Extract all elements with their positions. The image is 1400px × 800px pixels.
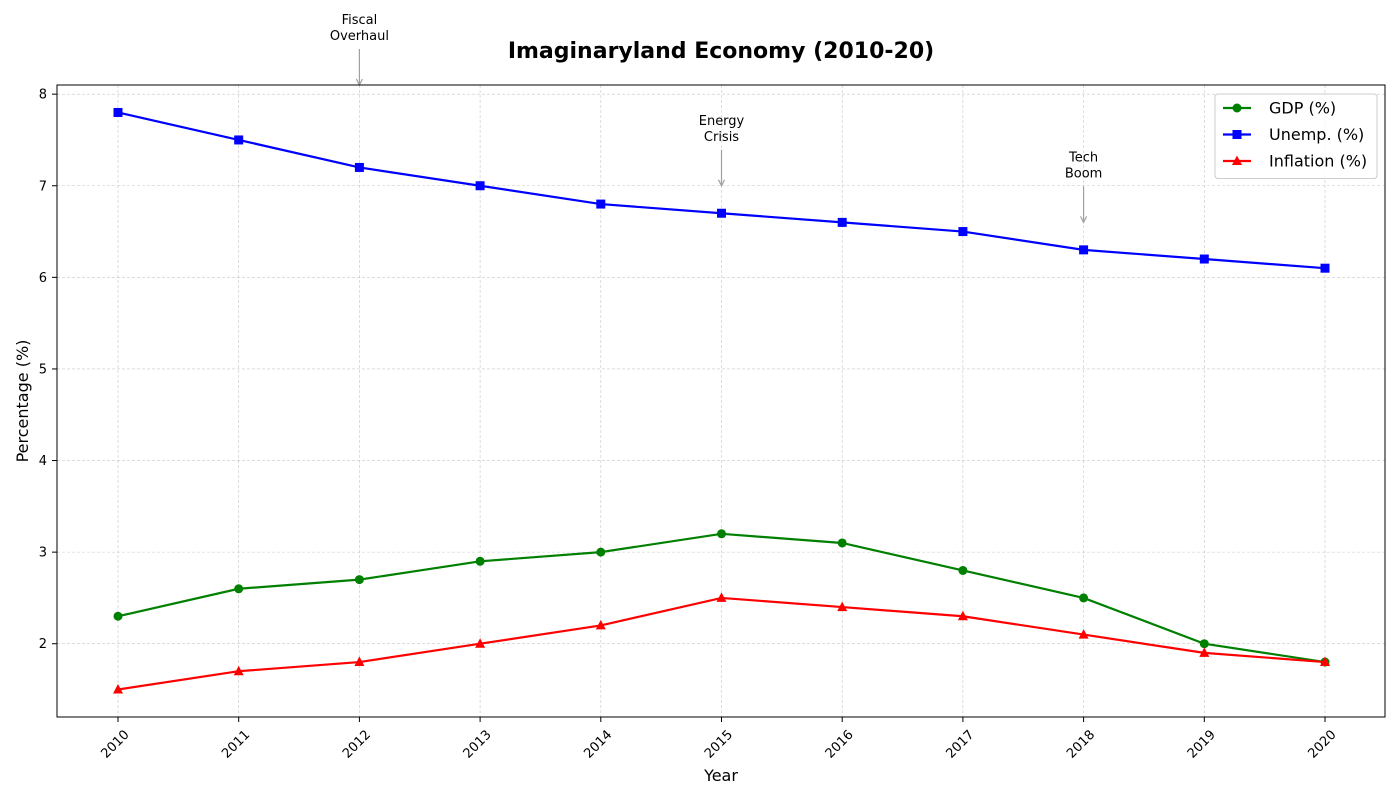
data-point-unemp <box>1079 245 1089 255</box>
annotation-text: Energy <box>699 114 745 129</box>
data-point-gdp <box>113 611 123 621</box>
x-tick-label: 2020 <box>1306 728 1340 762</box>
data-point-inflation <box>354 656 365 667</box>
data-point-inflation <box>595 619 606 630</box>
x-tick-label: 2015 <box>702 728 736 762</box>
x-tick-label: 2010 <box>99 728 133 762</box>
y-tick-label: 6 <box>39 271 47 286</box>
series-unemp <box>113 107 1330 273</box>
x-tick-label: 2013 <box>461 728 495 762</box>
data-point-inflation <box>837 601 848 612</box>
data-point-inflation <box>1078 629 1089 639</box>
legend-item: Unemp. (%) <box>1223 125 1364 144</box>
x-axis-label: Year <box>703 766 738 785</box>
legend-label: Unemp. (%) <box>1269 125 1364 144</box>
x-tick-label: 2016 <box>823 728 857 762</box>
data-point-gdp <box>475 556 485 566</box>
annotation-text: Crisis <box>704 130 739 145</box>
annotation-arrowhead <box>717 179 726 188</box>
annotation-text: Boom <box>1065 166 1103 181</box>
data-point-inflation <box>716 592 727 602</box>
data-point-unemp <box>717 208 726 218</box>
chart-title: Imaginaryland Economy (2010-20) <box>508 39 934 64</box>
data-point-unemp <box>958 227 968 237</box>
x-tick-label: 2017 <box>943 728 977 762</box>
x-tick-label: 2018 <box>1064 728 1098 762</box>
data-point-gdp <box>1199 639 1209 649</box>
x-tick-label: 2012 <box>340 728 374 762</box>
data-point-unemp <box>1320 263 1330 273</box>
data-point-gdp <box>958 565 968 575</box>
legend-marker <box>1232 155 1242 165</box>
data-point-unemp <box>354 162 364 172</box>
data-point-gdp <box>596 547 606 557</box>
y-axis-label: Percentage (%) <box>13 340 32 463</box>
data-point-unemp <box>1199 254 1209 264</box>
grid <box>57 85 1385 717</box>
data-point-gdp <box>837 538 847 548</box>
legend-marker <box>1232 103 1242 113</box>
annotation-arrowhead <box>1080 216 1088 224</box>
legend-item: GDP (%) <box>1223 99 1336 118</box>
x-tick-label: 2014 <box>581 728 615 762</box>
x-axis: 2010 2011 2012 2013 2014 2015 2016 2017 2018 2019… <box>99 717 1340 762</box>
annotation-text: Tech <box>1068 150 1098 165</box>
legend: GDP (%) Unemp. (%) Inflation (%) <box>1214 93 1378 179</box>
data-point-unemp <box>596 199 606 209</box>
y-tick-label: 5 <box>39 362 47 377</box>
x-tick-label: 2011 <box>219 728 253 762</box>
y-tick-label: 7 <box>39 179 47 194</box>
data-point-unemp <box>234 135 244 145</box>
data-point-gdp <box>354 575 364 585</box>
y-axis: 2 3 4 5 6 7 8 <box>39 88 57 652</box>
legend-label: GDP (%) <box>1269 99 1336 118</box>
data-point-inflation <box>1320 656 1330 667</box>
data-point-inflation <box>475 638 486 648</box>
data-point-inflation <box>233 665 244 676</box>
legend-label: Inflation (%) <box>1269 152 1367 171</box>
data-point-unemp <box>837 217 847 227</box>
data-point-gdp <box>1079 593 1089 603</box>
y-tick-label: 8 <box>39 88 47 103</box>
annotation-text: Fiscal <box>342 13 378 28</box>
data-point-gdp <box>234 584 244 594</box>
data-point-gdp <box>717 529 726 539</box>
legend-marker <box>1232 130 1242 139</box>
y-tick-label: 4 <box>39 454 47 469</box>
annotation-text: Overhaul <box>330 29 389 44</box>
series-inflation <box>113 592 1330 694</box>
y-tick-label: 2 <box>39 637 47 652</box>
y-tick-label: 3 <box>39 546 47 561</box>
series-layer <box>113 107 1330 694</box>
legend-box <box>1214 93 1378 179</box>
data-point-unemp <box>475 181 485 191</box>
data-point-inflation <box>1199 647 1210 657</box>
legend-item: Inflation (%) <box>1223 152 1367 171</box>
data-point-inflation <box>957 610 968 621</box>
x-tick-label: 2019 <box>1185 728 1219 762</box>
data-point-unemp <box>113 107 123 117</box>
data-point-inflation <box>113 684 123 694</box>
